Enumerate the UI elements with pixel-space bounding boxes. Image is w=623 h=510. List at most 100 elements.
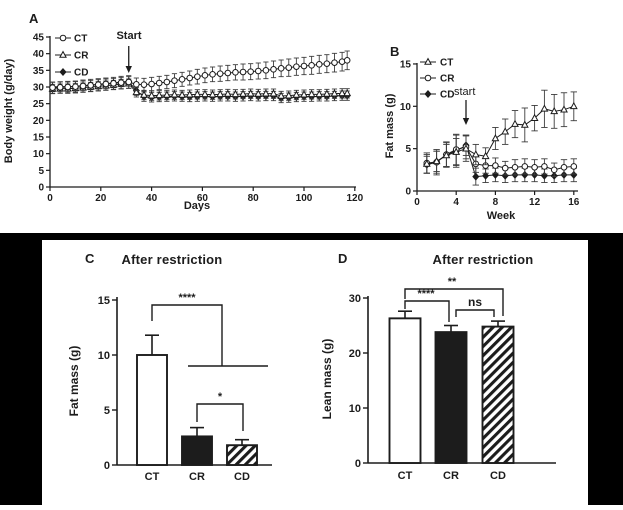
panel-b-start-arrowhead bbox=[462, 118, 470, 125]
panel-c-bar-cd bbox=[226, 444, 258, 466]
open-triangle-marker bbox=[261, 89, 270, 97]
open-circle-marker bbox=[49, 84, 56, 91]
open-triangle-marker bbox=[560, 105, 568, 113]
panel-c-y-tick-label: 15 bbox=[98, 295, 110, 307]
frame-top-band bbox=[0, 233, 623, 240]
open-triangle-marker bbox=[239, 89, 247, 97]
open-triangle-marker bbox=[170, 90, 179, 98]
panel-a-legend-label-cd: CD bbox=[74, 68, 88, 79]
open-triangle-marker bbox=[520, 120, 529, 128]
panel-a-x-tick-label: 40 bbox=[146, 193, 158, 204]
panel-c-bar-ct bbox=[136, 354, 168, 466]
open-circle-marker bbox=[331, 59, 338, 66]
panel-c-category-label-cr: CR bbox=[189, 471, 205, 483]
open-triangle-marker bbox=[330, 89, 339, 97]
panel-a-y-tick-label: 15 bbox=[33, 133, 45, 144]
open-triangle-marker bbox=[315, 89, 324, 98]
panel-c-sig-bracket-2: * bbox=[196, 391, 244, 431]
panel-b-legend-label-cd: CD bbox=[440, 90, 454, 101]
open-triangle-marker bbox=[208, 90, 217, 98]
panel-c-y-tick-label: 5 bbox=[104, 405, 110, 417]
open-circle-marker bbox=[541, 163, 548, 170]
open-circle-marker bbox=[501, 164, 509, 172]
open-triangle-marker bbox=[216, 89, 225, 98]
open-circle-marker bbox=[56, 84, 64, 91]
panel-c-category-label-cd: CD bbox=[234, 471, 250, 483]
panel-a-y-tick-label: 45 bbox=[33, 33, 45, 44]
panel-a-x-tick-label: 120 bbox=[346, 193, 363, 204]
open-circle-marker bbox=[148, 80, 155, 88]
panel-b-ylabel: Fat mass (g) bbox=[384, 93, 396, 159]
open-circle-marker bbox=[247, 68, 254, 75]
open-triangle-marker bbox=[550, 106, 559, 115]
open-circle-marker bbox=[315, 61, 323, 68]
panel-b-letter: B bbox=[390, 44, 400, 59]
panel-d-y-tick-label: 0 bbox=[355, 458, 361, 470]
sig-bracket-line bbox=[196, 403, 244, 431]
open-circle-marker bbox=[232, 69, 239, 76]
panel-a-x-tick-label: 80 bbox=[248, 193, 260, 204]
open-triangle-marker bbox=[162, 90, 171, 98]
panel-b-y-tick-label: 0 bbox=[405, 187, 411, 198]
panel-c-sig-bracket-1: **** bbox=[151, 292, 268, 367]
open-circle-marker bbox=[262, 67, 270, 74]
open-circle-legend-icon bbox=[59, 34, 67, 42]
open-circle-marker bbox=[186, 74, 193, 82]
panel-a-line-ct bbox=[52, 59, 348, 89]
sig-bracket-line bbox=[151, 304, 223, 366]
panel-a-y-tick-label: 10 bbox=[33, 149, 45, 160]
open-circle-marker bbox=[79, 82, 87, 90]
panel-d-letter: D bbox=[338, 251, 348, 266]
panel-c-sig-label: **** bbox=[178, 292, 196, 304]
panel-b-line-cd bbox=[426, 144, 574, 178]
panel-a-series-ct bbox=[49, 50, 351, 94]
panel-a-y-tick-label: 30 bbox=[33, 83, 45, 94]
open-triangle-marker bbox=[246, 89, 255, 97]
panel-b-legend-label-cr: CR bbox=[440, 74, 455, 85]
open-triangle-marker bbox=[231, 89, 240, 98]
panel-d-category-label-cd: CD bbox=[490, 470, 506, 482]
open-circle-marker bbox=[224, 69, 232, 77]
panel-d-ylabel: Lean mass (g) bbox=[320, 338, 334, 420]
frame-left-strip bbox=[0, 233, 42, 505]
panel-d-sig-bracket-2: ns bbox=[455, 295, 495, 317]
panel-b-series-ct bbox=[422, 89, 578, 174]
open-circle-marker bbox=[570, 163, 578, 170]
open-circle-marker bbox=[94, 81, 102, 88]
open-circle-marker bbox=[163, 78, 171, 86]
panel-b-y-tick-label: 10 bbox=[400, 102, 412, 113]
panel-b-series-cr bbox=[423, 133, 578, 178]
open-triangle-marker bbox=[132, 87, 141, 96]
open-circle-marker bbox=[178, 76, 186, 83]
panel-a-x-tick-label: 60 bbox=[197, 193, 209, 204]
panel-b-x-tick-label: 12 bbox=[529, 197, 541, 208]
open-triangle-marker bbox=[140, 90, 148, 98]
open-triangle-marker bbox=[569, 101, 578, 110]
panel-b-line-cr bbox=[426, 146, 574, 171]
open-circle-marker bbox=[308, 62, 315, 69]
open-circle-marker bbox=[343, 57, 351, 64]
open-triangle-marker bbox=[422, 159, 431, 167]
panel-a-line-cr bbox=[52, 83, 348, 97]
open-circle-marker bbox=[87, 82, 94, 89]
open-triangle-marker bbox=[338, 88, 347, 97]
open-triangle-marker bbox=[284, 91, 293, 99]
open-triangle-legend-icon bbox=[59, 50, 67, 58]
panel-d-sig-label: ** bbox=[448, 276, 457, 288]
open-circle-marker bbox=[285, 64, 293, 71]
open-circle-marker bbox=[492, 162, 499, 169]
frame-right-strip bbox=[588, 233, 623, 505]
open-triangle-marker bbox=[511, 119, 519, 127]
panel-c-bar-cr bbox=[181, 435, 213, 466]
sig-bracket-line bbox=[455, 309, 495, 317]
panel-b-x-tick-label: 0 bbox=[414, 197, 420, 208]
open-triangle-marker bbox=[471, 150, 480, 158]
open-triangle-marker bbox=[292, 90, 301, 98]
panel-c-category-label-ct: CT bbox=[145, 471, 160, 483]
open-circle-marker bbox=[171, 77, 178, 84]
panel-b-y-tick-label: 5 bbox=[405, 144, 411, 155]
open-triangle-marker bbox=[530, 113, 539, 121]
open-circle-marker bbox=[72, 83, 79, 90]
panel-a-letter: A bbox=[29, 11, 39, 26]
